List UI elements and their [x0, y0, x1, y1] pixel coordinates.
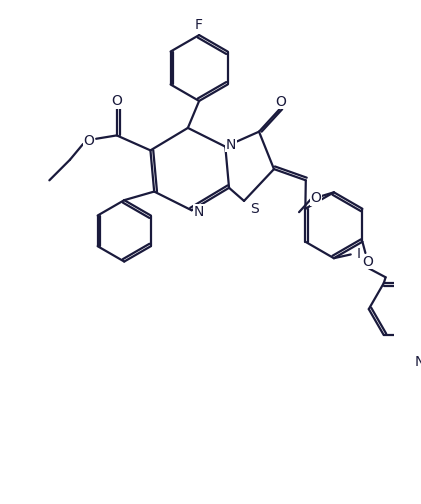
- Text: I: I: [357, 247, 361, 262]
- Text: O: O: [310, 191, 321, 205]
- Text: N: N: [226, 138, 236, 152]
- Text: O: O: [362, 255, 373, 269]
- Text: N: N: [415, 355, 421, 369]
- Text: S: S: [250, 202, 259, 216]
- Text: O: O: [275, 95, 286, 109]
- Text: O: O: [83, 134, 94, 148]
- Text: F: F: [195, 18, 203, 32]
- Text: O: O: [111, 94, 122, 108]
- Text: N: N: [194, 205, 204, 219]
